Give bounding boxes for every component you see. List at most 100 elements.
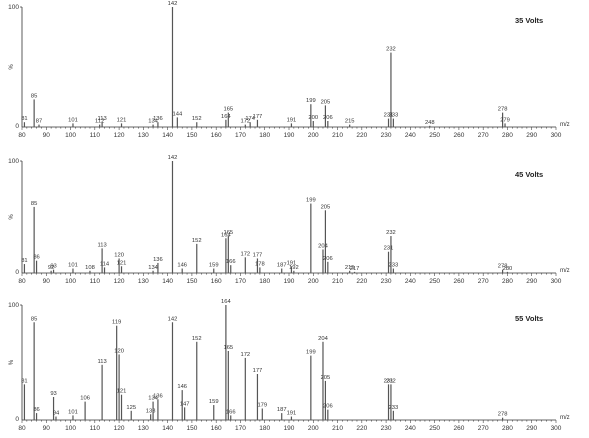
x-tick-label: 220 <box>356 132 367 139</box>
peak-label-86: 86 <box>33 407 39 413</box>
x-tick-label: 160 <box>211 278 222 285</box>
peak-label-146: 146 <box>177 384 187 390</box>
x-tick-label: 140 <box>162 425 173 432</box>
x-tick-label: 230 <box>381 132 392 139</box>
peak-label-133: 133 <box>146 408 156 414</box>
x-tick-label: 150 <box>186 132 197 139</box>
y-tick-label: 0 <box>15 416 19 423</box>
peak-label-215: 215 <box>345 119 355 125</box>
x-tick-label: 260 <box>453 425 464 432</box>
y-tick-label: 100 <box>8 4 19 11</box>
peak-label-121: 121 <box>117 117 127 123</box>
x-tick-label: 230 <box>381 425 392 432</box>
peak-label-134: 134 <box>148 265 158 271</box>
peak-label-136: 136 <box>153 116 163 122</box>
peak-label-144: 144 <box>173 111 183 117</box>
x-axis-label: m/z <box>560 268 570 274</box>
x-tick-label: 190 <box>284 278 295 285</box>
x-tick-label: 90 <box>43 132 51 139</box>
x-axis-label: m/z <box>560 415 570 421</box>
peak-label-106: 106 <box>80 396 90 402</box>
peak-label-174: 174 <box>245 116 255 122</box>
x-tick-label: 250 <box>429 425 440 432</box>
x-tick-label: 90 <box>43 278 51 285</box>
x-tick-label: 200 <box>308 132 319 139</box>
x-tick-label: 160 <box>211 132 222 139</box>
peak-label-120: 120 <box>114 252 124 258</box>
x-tick-label: 80 <box>18 132 26 139</box>
x-tick-label: 110 <box>90 132 101 139</box>
peak-label-81: 81 <box>21 258 27 264</box>
peak-label-165: 165 <box>223 345 233 351</box>
x-tick-label: 80 <box>18 278 26 285</box>
x-tick-label: 120 <box>114 132 125 139</box>
peak-label-278: 278 <box>498 264 508 270</box>
x-tick-label: 170 <box>235 278 246 285</box>
peak-label-165: 165 <box>223 230 233 236</box>
y-tick-label: 100 <box>8 302 19 309</box>
x-tick-label: 140 <box>162 132 173 139</box>
peak-label-172: 172 <box>240 119 250 125</box>
peak-label-159: 159 <box>209 399 219 405</box>
x-tick-label: 230 <box>381 278 392 285</box>
peak-label-172: 172 <box>240 251 250 257</box>
peak-label-199: 199 <box>306 350 316 356</box>
x-tick-label: 240 <box>405 278 416 285</box>
x-tick-label: 280 <box>502 425 513 432</box>
peak-label-136: 136 <box>153 393 163 399</box>
x-tick-label: 250 <box>429 278 440 285</box>
y-tick-label: 0 <box>15 269 19 276</box>
peak-label-187: 187 <box>277 263 287 269</box>
peak-label-142: 142 <box>168 155 178 161</box>
peak-label-280: 280 <box>503 266 513 272</box>
x-tick-label: 300 <box>551 132 562 139</box>
x-tick-label: 260 <box>453 132 464 139</box>
x-tick-label: 220 <box>356 425 367 432</box>
peak-label-187: 187 <box>277 407 287 413</box>
peak-label-206: 206 <box>323 256 333 262</box>
x-tick-label: 140 <box>162 278 173 285</box>
x-tick-label: 150 <box>186 278 197 285</box>
peak-label-232: 232 <box>386 47 396 53</box>
peak-label-205: 205 <box>321 204 331 210</box>
peak-label-206: 206 <box>323 404 333 410</box>
panel-title: 35 Volts <box>515 16 543 25</box>
peak-label-164: 164 <box>221 299 231 305</box>
peak-label-177: 177 <box>253 368 263 374</box>
x-tick-label: 100 <box>65 132 76 139</box>
x-tick-label: 270 <box>478 278 489 285</box>
peak-label-232: 232 <box>386 230 396 236</box>
x-tick-label: 90 <box>43 425 51 432</box>
x-tick-label: 190 <box>284 132 295 139</box>
x-tick-label: 100 <box>65 278 76 285</box>
peak-label-146: 146 <box>177 263 187 269</box>
peak-label-125: 125 <box>126 405 136 411</box>
peak-label-232: 232 <box>386 378 396 384</box>
x-tick-label: 210 <box>332 132 343 139</box>
x-tick-label: 280 <box>502 278 513 285</box>
peak-label-231: 231 <box>384 246 394 252</box>
x-tick-label: 130 <box>138 132 149 139</box>
peak-label-204: 204 <box>318 336 328 342</box>
peak-label-81: 81 <box>21 378 27 384</box>
peak-label-94: 94 <box>53 411 60 417</box>
peak-label-191: 191 <box>287 117 297 123</box>
peak-label-85: 85 <box>31 201 37 207</box>
peak-label-113: 113 <box>97 116 106 122</box>
peak-label-199: 199 <box>306 198 316 204</box>
peak-label-152: 152 <box>192 238 202 244</box>
x-tick-label: 220 <box>356 278 367 285</box>
peak-label-179: 179 <box>257 403 267 409</box>
x-tick-label: 170 <box>235 425 246 432</box>
y-axis-label: % <box>9 214 15 220</box>
peak-label-177: 177 <box>253 252 263 258</box>
x-tick-label: 290 <box>526 132 537 139</box>
peak-label-85: 85 <box>31 93 37 99</box>
peak-label-279: 279 <box>500 117 510 123</box>
peak-label-112: 112 <box>95 119 104 125</box>
x-tick-label: 280 <box>502 132 513 139</box>
x-tick-label: 120 <box>114 425 125 432</box>
x-tick-label: 210 <box>332 278 343 285</box>
peak-label-233: 233 <box>389 263 399 269</box>
